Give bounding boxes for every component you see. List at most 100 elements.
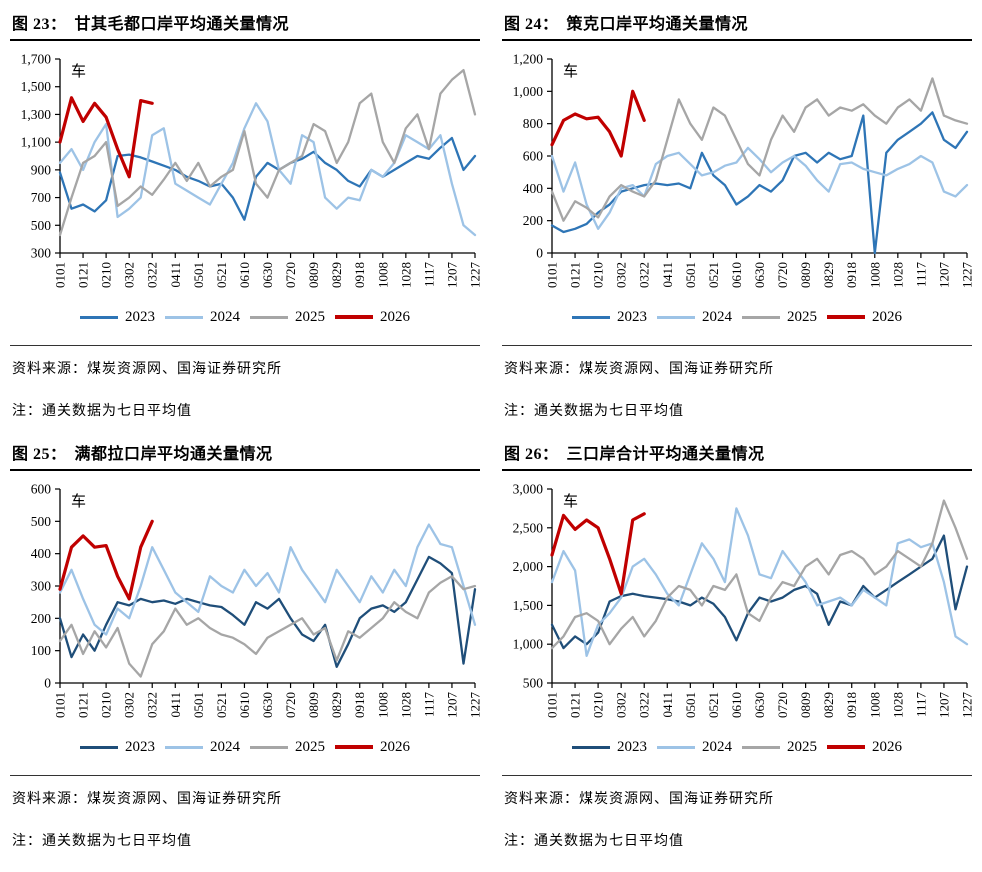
y-tick-label: 400 (523, 181, 544, 196)
x-tick-label: 0411 (168, 262, 183, 288)
x-tick-label: 0302 (614, 262, 629, 288)
x-tick-label: 0501 (191, 692, 206, 718)
y-tick-label: 1,000 (513, 637, 544, 652)
source-text: 资料来源：煤炭资源网、国海证券研究所 (504, 792, 774, 807)
note-text: 注：通关数据为七日平均值 (12, 404, 192, 419)
x-tick-label: 0210 (591, 262, 606, 288)
chart-title-fig26: 图 26： 三口岸合计平均通关量情况 (502, 434, 972, 471)
legend-swatch-2025 (742, 315, 780, 319)
y-tick-label: 700 (31, 190, 52, 205)
x-tick-label: 1028 (398, 692, 413, 718)
x-tick-label: 1028 (890, 692, 905, 718)
x-tick-label: 1227 (468, 692, 481, 719)
chart-legend-fig25: 2023 2024 2025 2026 (10, 737, 480, 757)
legend-label: 2024 (210, 738, 240, 755)
y-tick-label: 0 (536, 246, 543, 261)
panel-fig25: 图 25： 满都拉口岸平均通关量情况 0 100 200 300 400 500 600 010… (10, 434, 480, 864)
series-line-2023 (58, 136, 477, 221)
x-tick-label: 1227 (960, 262, 973, 289)
series-line-2024 (58, 523, 477, 636)
y-tick-label: 1,500 (513, 598, 544, 613)
x-tick-label: 0829 (329, 692, 344, 718)
x-tick-label: 0720 (283, 262, 298, 288)
y-tick-label: 600 (31, 482, 52, 497)
legend-swatch-2026 (335, 315, 373, 319)
x-tick-label: 0521 (706, 692, 721, 718)
y-tick-label: 1,700 (21, 52, 52, 67)
x-tick-label: 0829 (821, 262, 836, 288)
x-tick-label: 1227 (468, 262, 481, 289)
x-tick-label: 0121 (568, 262, 583, 288)
y-tick-label: 1,200 (513, 52, 544, 67)
divider (10, 345, 480, 346)
x-tick-label: 0610 (729, 262, 744, 288)
legend-swatch-2023 (572, 745, 610, 749)
legend-item-2025: 2025 (742, 739, 817, 756)
x-tick-label: 1028 (398, 262, 413, 288)
x-tick-label: 1028 (890, 262, 905, 288)
unit-label: 车 (71, 63, 86, 80)
series-line-2025 (550, 77, 969, 222)
source-text: 资料来源：煤炭资源网、国海证券研究所 (12, 792, 282, 807)
legend-item-2024: 2024 (657, 309, 732, 326)
divider (502, 345, 972, 346)
chart-title-fig24: 图 24： 策克口岸平均通关量情况 (502, 4, 972, 41)
x-tick-label: 0121 (568, 692, 583, 718)
series-line-2023 (550, 111, 969, 255)
legend-label: 2026 (872, 308, 902, 325)
series-line-2024 (58, 102, 477, 237)
y-tick-label: 1,000 (513, 84, 544, 99)
divider (502, 775, 972, 776)
note-text: 注：通关数据为七日平均值 (12, 834, 192, 849)
series-line-2025 (58, 68, 477, 237)
y-tick-label: 100 (31, 643, 52, 658)
y-tick-label: 200 (523, 213, 544, 228)
unit-label: 车 (563, 63, 578, 80)
x-tick-label: 0501 (683, 262, 698, 288)
legend-item-2024: 2024 (657, 739, 732, 756)
y-tick-label: 500 (31, 218, 52, 233)
legend-item-2023: 2023 (80, 309, 155, 326)
y-tick-label: 1,300 (21, 107, 52, 122)
x-tick-label: 1117 (421, 262, 436, 288)
chart-title-fig23: 图 23： 甘其毛都口岸平均通关量情况 (10, 4, 480, 41)
legend-item-2024: 2024 (165, 309, 240, 326)
legend-item-2024: 2024 (165, 739, 240, 756)
line-chart-fig25: 0 100 200 300 400 500 600 0101 0121 0210 0302 0322 0… (31, 482, 481, 719)
x-tick-label: 0809 (798, 262, 813, 288)
legend-item-2026: 2026 (335, 739, 410, 756)
x-tick-label: 0411 (168, 692, 183, 718)
x-tick-label: 0210 (591, 692, 606, 718)
x-tick-label: 0521 (214, 262, 229, 288)
chart-legend-fig23: 2023 2024 2025 2026 (10, 307, 480, 327)
series-line-2023 (550, 534, 969, 650)
y-tick-label: 3,000 (513, 482, 544, 497)
x-tick-label: 0322 (145, 692, 160, 718)
y-tick-label: 900 (31, 162, 52, 177)
x-tick-label: 0411 (660, 262, 675, 288)
figure-title: 满都拉口岸平均通关量情况 (74, 446, 273, 463)
legend-label: 2023 (125, 308, 155, 325)
y-tick-label: 800 (523, 116, 544, 131)
y-tick-label: 500 (31, 514, 52, 529)
legend-label: 2024 (210, 308, 240, 325)
legend-item-2026: 2026 (827, 739, 902, 756)
x-tick-label: 1008 (375, 692, 390, 718)
y-tick-label: 2,000 (513, 559, 544, 574)
figure-title: 策克口岸平均通关量情况 (566, 16, 749, 33)
y-tick-label: 2,500 (513, 520, 544, 535)
x-tick-label: 0101 (53, 262, 68, 288)
x-tick-label: 0302 (122, 262, 137, 288)
legend-swatch-2024 (657, 745, 695, 749)
legend-item-2023: 2023 (80, 739, 155, 756)
line-chart-fig23: 300 500 700 900 1,100 1,300 1,500 1,700 0101 0121… (21, 52, 481, 289)
x-tick-label: 0918 (352, 262, 367, 288)
x-tick-label: 0630 (260, 692, 275, 718)
panel-fig23: 图 23： 甘其毛都口岸平均通关量情况 300 500 700 900 1,100 1,30… (10, 4, 480, 434)
y-tick-label: 1,100 (21, 135, 52, 150)
series-line-2025 (58, 575, 477, 678)
legend-swatch-2025 (250, 315, 288, 319)
figure-title: 三口岸合计平均通关量情况 (566, 446, 765, 463)
legend-item-2023: 2023 (572, 309, 647, 326)
